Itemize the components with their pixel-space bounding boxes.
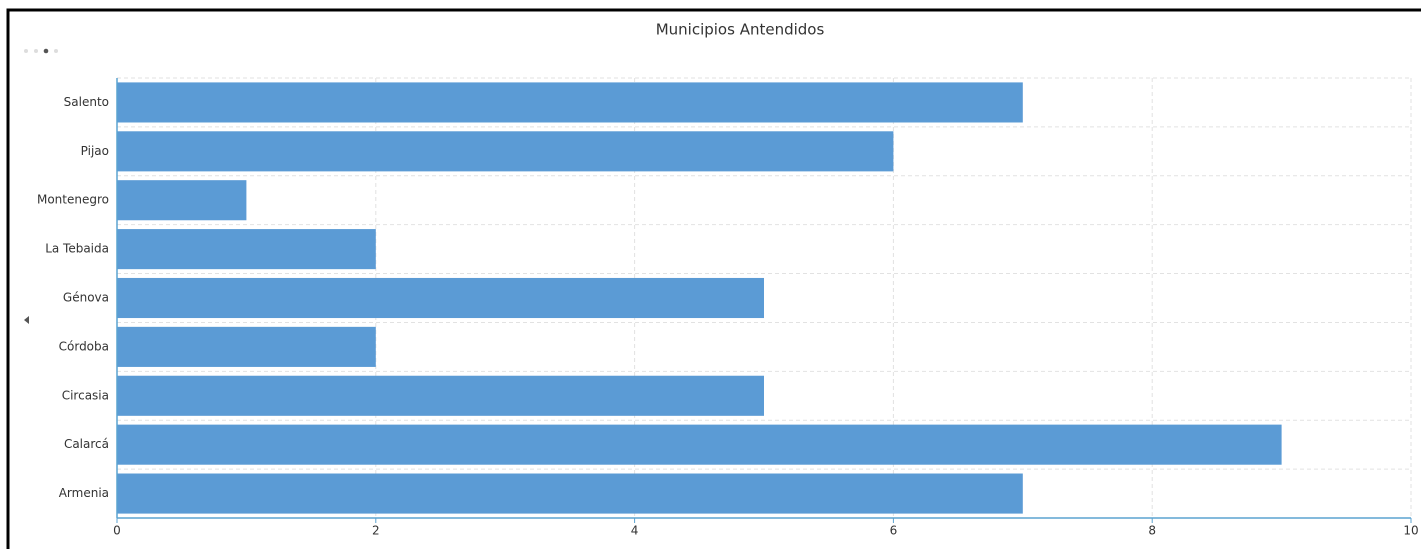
chart-title: Municipios Antendidos bbox=[656, 21, 825, 39]
y-tick-label: Calarcá bbox=[64, 437, 109, 451]
bar bbox=[117, 326, 376, 367]
x-tick-label: 0 bbox=[113, 524, 121, 538]
bar bbox=[117, 131, 894, 172]
y-tick-label: Córdoba bbox=[59, 339, 109, 353]
y-tick-label: Salento bbox=[64, 95, 109, 109]
y-tick-label: Montenegro bbox=[37, 193, 109, 207]
pager bbox=[24, 48, 58, 54]
bar bbox=[117, 473, 1023, 514]
y-tick-label: La Tebaida bbox=[45, 242, 109, 256]
bar bbox=[117, 424, 1282, 465]
y-tick-label: Armenia bbox=[59, 486, 109, 500]
y-tick-label: Pijao bbox=[81, 144, 109, 158]
y-tick-label: Circasia bbox=[62, 388, 109, 402]
bar bbox=[117, 180, 247, 221]
bar bbox=[117, 375, 764, 416]
nav-arrow[interactable] bbox=[24, 316, 29, 324]
bar bbox=[117, 277, 764, 319]
x-tick-label: 10 bbox=[1403, 524, 1418, 538]
bar bbox=[117, 82, 1023, 123]
x-tick-label: 4 bbox=[631, 524, 639, 538]
x-tick-label: 2 bbox=[372, 524, 380, 538]
frame bbox=[6, 8, 1421, 549]
y-tick-label: Génova bbox=[63, 291, 109, 305]
x-tick-label: 6 bbox=[890, 524, 898, 538]
bar bbox=[117, 229, 376, 270]
plot: 0 2 4 6 8 10 Salento Pijao Montenegro La Tebaida G… bbox=[37, 77, 1419, 538]
x-tick-label: 8 bbox=[1148, 524, 1156, 538]
